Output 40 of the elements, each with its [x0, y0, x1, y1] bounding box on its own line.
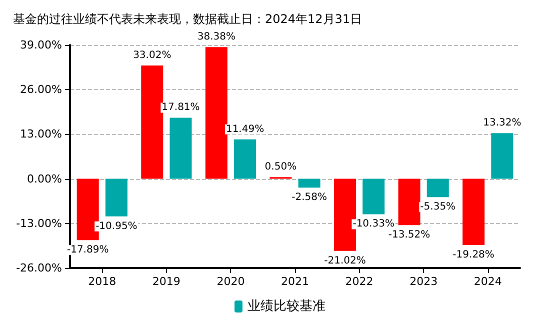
bar: [170, 118, 192, 179]
x-tick-label: 2019: [152, 275, 180, 288]
x-tick-label: 2020: [216, 275, 245, 288]
data-label: 11.49%: [226, 124, 264, 135]
y-tick-label: 0.00%: [27, 172, 62, 186]
bar: [105, 178, 128, 216]
data-label: 38.38%: [197, 32, 236, 43]
data-label: -10.33%: [352, 218, 394, 230]
y-tick-label: 26.00%: [20, 83, 62, 96]
data-label: 33.02%: [133, 50, 172, 62]
bar: [362, 178, 385, 214]
y-tick-label: 13.00%: [20, 128, 62, 141]
data-label: -21.02%: [324, 255, 366, 266]
y-tick-label: 39.00%: [20, 38, 62, 52]
data-label: -2.58%: [292, 192, 327, 204]
x-tick-label: 2021: [281, 275, 309, 288]
chart-title: 基金的过往业绩不代表未来表现，数据截止日：2024年12月31日: [13, 12, 362, 26]
data-label: -19.28%: [452, 249, 494, 260]
bar: [426, 178, 449, 198]
bar: [141, 66, 164, 179]
y-tick-label: -13.00%: [16, 216, 62, 230]
x-tick-label: 2018: [88, 275, 116, 288]
bar: [491, 133, 514, 179]
y-tick-label: -26.00%: [16, 262, 62, 274]
x-tick-label: 2024: [474, 275, 502, 288]
x-tick-label: 2023: [410, 275, 438, 288]
x-tick-label: 2022: [345, 275, 374, 288]
data-label: -5.35%: [420, 202, 456, 213]
bar: [234, 139, 256, 179]
legend-label: 业绩比较基准: [248, 299, 326, 314]
data-label: 0.50%: [264, 162, 297, 173]
data-label: -13.52%: [388, 230, 430, 241]
data-label: -17.89%: [66, 244, 109, 256]
data-label: 13.32%: [483, 118, 522, 129]
data-label: 17.81%: [162, 102, 200, 114]
bar: [205, 47, 228, 179]
bar: [462, 178, 485, 245]
bar: [398, 178, 420, 226]
bar: [298, 178, 320, 188]
data-label: -10.95%: [96, 220, 138, 232]
